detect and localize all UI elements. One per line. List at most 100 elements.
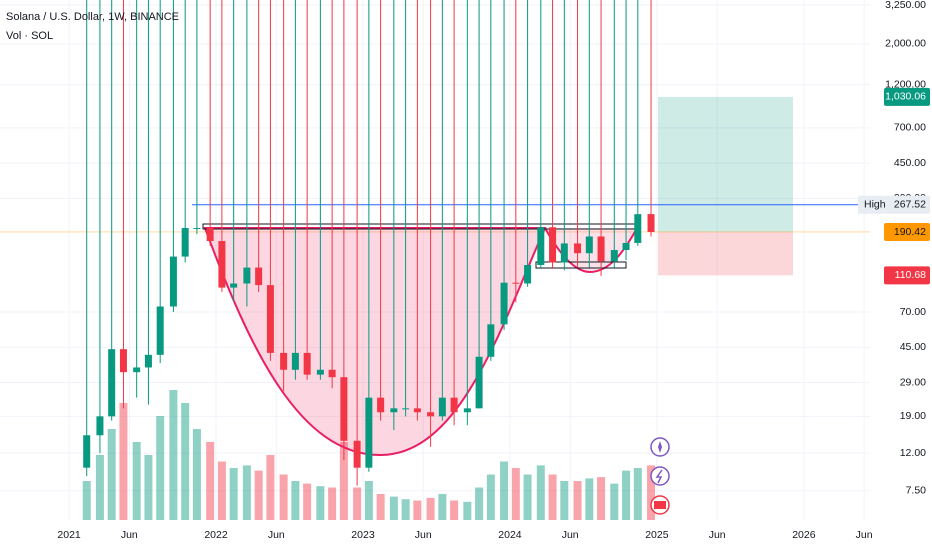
volume-bar xyxy=(254,470,263,520)
volume-bar xyxy=(450,500,459,520)
volume-bar xyxy=(560,481,569,520)
volume-bar xyxy=(291,481,300,520)
y-tick-label: 700.00 xyxy=(894,122,926,134)
x-tick-label: Jun xyxy=(121,529,138,541)
volume-bar xyxy=(217,461,226,520)
volume-bar xyxy=(242,465,251,520)
price-badge xyxy=(884,222,930,241)
volume-bar xyxy=(82,481,91,520)
volume xyxy=(82,390,656,520)
volume-bar xyxy=(548,474,557,520)
y-tick-label: 450.00 xyxy=(894,157,926,169)
candle-body xyxy=(549,227,557,263)
volume-bar xyxy=(585,478,594,520)
position xyxy=(0,96,870,276)
price-label: 190.42 xyxy=(894,226,926,238)
y-tick-label: 19.00 xyxy=(900,410,926,422)
candle-body xyxy=(647,214,655,232)
volume-bar xyxy=(229,468,238,520)
high-tag xyxy=(858,195,884,214)
price-badge xyxy=(884,87,930,106)
candle-body xyxy=(390,408,398,413)
candle-body xyxy=(610,249,618,262)
candle-body xyxy=(413,408,421,413)
y-tick-label: 12.00 xyxy=(900,447,926,459)
volume-bar xyxy=(192,429,201,520)
price-badge xyxy=(884,266,930,285)
volume-bar xyxy=(536,465,545,520)
volume-bar xyxy=(500,461,509,520)
candle-body xyxy=(83,435,91,468)
candle-body xyxy=(475,356,483,409)
candle-body xyxy=(193,228,201,230)
x-tick-label: 2024 xyxy=(498,529,522,541)
candle-body xyxy=(560,243,568,263)
volume-bar xyxy=(523,474,532,520)
grid xyxy=(0,0,870,520)
x-tick-label: Jun xyxy=(268,529,285,541)
candle-body xyxy=(353,440,361,468)
candle-body xyxy=(377,397,385,413)
volume-bar xyxy=(486,474,495,520)
volume-bar xyxy=(169,390,178,520)
y-tick-label: 1,200.00 xyxy=(885,78,926,90)
volume-bar xyxy=(376,494,385,520)
volume-bar xyxy=(181,403,190,520)
volume-bar xyxy=(475,487,484,520)
price-label: 110.68 xyxy=(895,269,926,281)
y-tick-label: 70.00 xyxy=(900,306,926,318)
x-tick-label: Jun xyxy=(562,529,579,541)
candle-body xyxy=(463,408,471,413)
candle-body xyxy=(280,352,288,370)
target-zone xyxy=(658,96,793,232)
y-tick-label: 7.50 xyxy=(906,484,927,496)
support-box xyxy=(535,261,627,269)
x-tick-label: 2026 xyxy=(792,529,816,541)
volume-bar xyxy=(647,465,656,520)
volume-bar xyxy=(511,468,520,520)
volume-bar xyxy=(316,486,325,520)
volume-bar xyxy=(353,487,362,520)
volume-bar xyxy=(156,416,165,520)
candle-body xyxy=(316,369,324,375)
volume-bar xyxy=(438,494,447,520)
volume-bar xyxy=(413,500,422,520)
volume-bar xyxy=(364,481,373,520)
volume-bar xyxy=(573,481,582,520)
candle-body xyxy=(119,349,127,373)
candle-body xyxy=(438,397,446,417)
volume-bar xyxy=(132,442,141,520)
candle-body xyxy=(402,408,410,410)
volume-bar xyxy=(389,496,398,520)
candle-body xyxy=(427,412,435,417)
candle-body xyxy=(328,369,336,378)
stop-zone xyxy=(658,231,793,276)
candle-body xyxy=(585,236,593,254)
candle-body xyxy=(206,228,214,242)
cup xyxy=(203,227,547,457)
candle-body xyxy=(450,397,458,413)
volume-bar xyxy=(206,442,215,520)
volume-bar xyxy=(610,483,619,520)
volume-bar xyxy=(339,442,348,520)
y-tick-label: 45.00 xyxy=(900,341,926,353)
candle-body xyxy=(622,242,630,250)
x-tick-label: Jun xyxy=(709,529,726,541)
candle-body xyxy=(500,282,508,325)
price-label: 267.52 xyxy=(894,199,926,211)
candle-body xyxy=(574,243,582,254)
candle-body xyxy=(340,377,348,441)
x-tick-label: 2023 xyxy=(351,529,375,541)
candle-body xyxy=(291,352,299,370)
volume-bar xyxy=(303,483,312,520)
candle-body xyxy=(181,228,189,257)
volume-bar xyxy=(401,499,410,520)
x-tick-label: 2022 xyxy=(204,529,228,541)
chart-title: Solana / U.S. Dollar, 1W, BINANCE xyxy=(6,11,179,23)
price-badge xyxy=(884,195,930,214)
volume-bar xyxy=(95,455,104,520)
volume-bar xyxy=(144,455,153,520)
candle-body xyxy=(230,283,238,288)
candle-body xyxy=(487,324,495,357)
